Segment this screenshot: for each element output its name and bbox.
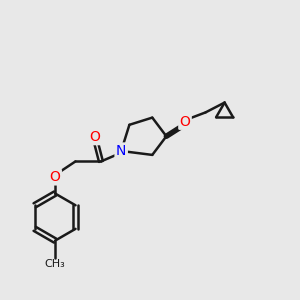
Text: O: O (89, 130, 100, 144)
Text: O: O (50, 170, 61, 184)
Text: CH₃: CH₃ (45, 259, 65, 269)
Text: N: N (116, 144, 126, 158)
Text: O: O (180, 115, 190, 128)
Text: N: N (116, 144, 126, 158)
